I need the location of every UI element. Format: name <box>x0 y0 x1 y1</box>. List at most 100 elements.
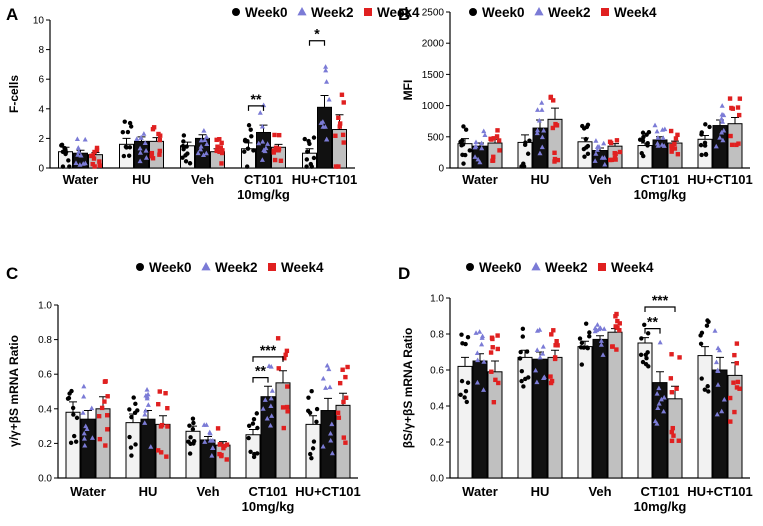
data-point <box>198 137 204 143</box>
data-point <box>520 334 525 339</box>
data-point <box>495 346 500 352</box>
data-point <box>82 442 88 448</box>
data-point <box>596 143 602 149</box>
bar-week0-hu <box>125 422 141 479</box>
data-point <box>534 379 540 385</box>
data-point <box>652 122 658 128</box>
data-point <box>324 79 330 84</box>
data-point <box>260 406 266 411</box>
data-point <box>583 136 589 142</box>
data-point <box>712 328 718 333</box>
data-point <box>255 425 260 431</box>
data-point <box>613 157 618 162</box>
data-point <box>727 395 733 401</box>
data-point <box>324 136 330 142</box>
data-point <box>674 386 679 391</box>
data-point <box>137 158 143 164</box>
data-point <box>84 426 90 431</box>
significance-bracket <box>252 356 284 362</box>
data-point <box>473 139 479 145</box>
data-point <box>552 150 557 156</box>
data-point <box>539 144 545 150</box>
data-point <box>68 440 74 445</box>
data-point <box>82 136 88 142</box>
data-point <box>592 328 598 334</box>
data-point <box>496 138 502 143</box>
data-point <box>669 352 674 357</box>
data-point <box>311 135 317 140</box>
data-point <box>539 107 545 112</box>
data-point <box>548 94 554 100</box>
data-point <box>71 412 76 417</box>
data-point <box>345 364 350 370</box>
data-point <box>245 146 251 151</box>
error-bar <box>324 397 332 411</box>
data-point <box>220 148 225 153</box>
data-point <box>81 436 87 441</box>
legend-label-week0: Week0 <box>149 260 192 275</box>
data-point <box>713 143 719 149</box>
x-category-label: HU <box>139 484 158 499</box>
data-point <box>259 157 265 162</box>
data-point <box>280 405 286 410</box>
data-point <box>614 347 619 352</box>
x-category-label: HU <box>531 484 550 499</box>
data-point <box>67 164 72 169</box>
data-point <box>672 146 678 151</box>
data-point <box>150 126 156 132</box>
data-point <box>656 385 662 391</box>
bar-week4-water <box>487 371 503 479</box>
data-point <box>198 146 204 152</box>
data-point <box>555 343 560 348</box>
error-bar <box>204 435 212 440</box>
y-tick-label: 2500 <box>422 8 445 19</box>
bar-week2-huct101 <box>317 106 332 169</box>
data-point <box>599 155 605 160</box>
data-point <box>477 329 483 334</box>
data-point <box>587 330 592 335</box>
x-category-label: CT101 <box>640 172 679 187</box>
significance-label: ** <box>255 363 266 379</box>
data-point <box>654 421 660 426</box>
data-point <box>640 130 646 135</box>
data-point <box>191 420 196 426</box>
data-point <box>337 121 343 126</box>
data-point <box>659 142 665 147</box>
data-point <box>74 136 80 142</box>
data-point <box>323 67 329 73</box>
data-point <box>495 333 500 338</box>
data-point <box>283 352 288 358</box>
data-point <box>285 409 290 414</box>
data-point <box>184 144 189 149</box>
data-point <box>74 415 80 421</box>
data-point <box>128 445 134 450</box>
y-tick-label: 6 <box>38 75 44 86</box>
data-point <box>584 345 590 350</box>
data-point <box>262 397 268 402</box>
x-category-label: Veh <box>588 484 611 499</box>
data-point <box>75 152 81 157</box>
data-point <box>246 423 252 428</box>
x-category-label: HU+CT101 <box>687 172 752 187</box>
data-point <box>594 322 601 327</box>
data-point <box>670 425 675 431</box>
data-point <box>703 122 708 127</box>
data-point <box>92 164 97 169</box>
data-point <box>612 150 617 156</box>
data-point <box>142 420 148 425</box>
data-point <box>461 124 466 129</box>
data-point <box>97 163 102 168</box>
data-point <box>719 116 725 121</box>
data-point <box>144 387 150 392</box>
legend-marker-week4 <box>601 8 609 16</box>
data-point <box>143 155 149 160</box>
data-point <box>215 426 221 431</box>
data-point <box>641 134 646 140</box>
data-point <box>242 149 247 154</box>
data-point <box>255 451 260 456</box>
panel-letter: A <box>6 5 18 24</box>
data-point <box>551 328 556 333</box>
data-point <box>326 96 332 102</box>
data-point <box>134 136 140 142</box>
data-point <box>518 349 523 355</box>
